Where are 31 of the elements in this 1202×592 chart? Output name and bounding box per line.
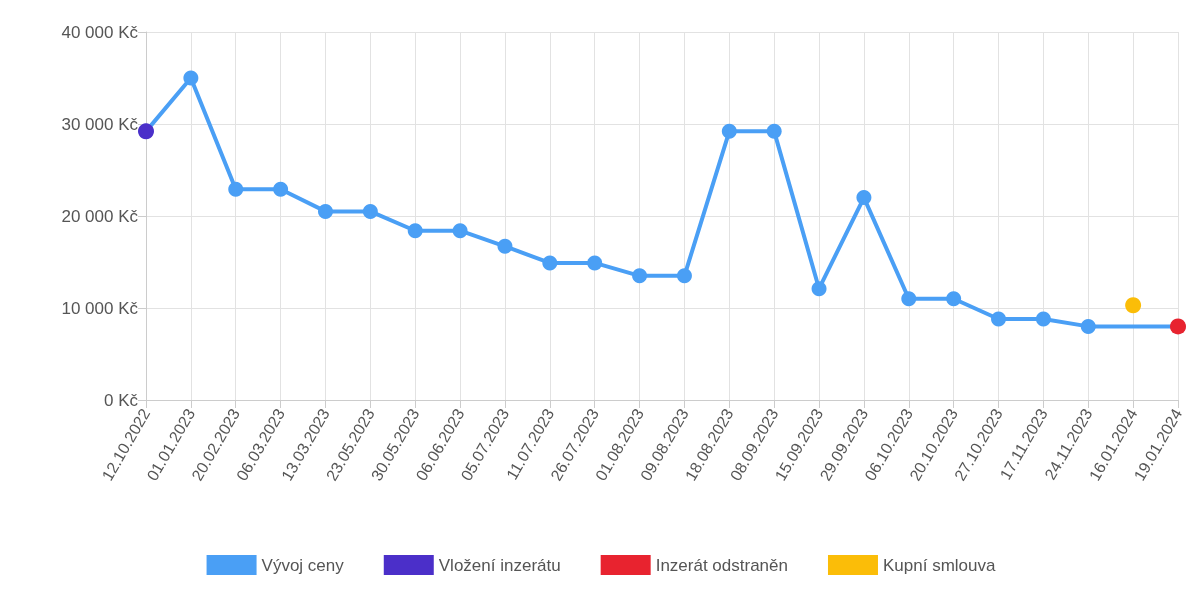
point bbox=[856, 190, 872, 206]
point bbox=[497, 238, 513, 254]
legend-label: Vložení inzerátu bbox=[438, 555, 561, 575]
point bbox=[766, 123, 782, 139]
point bbox=[811, 281, 827, 297]
point bbox=[228, 181, 244, 197]
point bbox=[317, 203, 333, 219]
y-tick-label: 20 000 Kč bbox=[61, 206, 139, 226]
y-tick-label: 30 000 Kč bbox=[61, 114, 139, 134]
point bbox=[946, 291, 962, 307]
legend-label: Inzerát odstraněn bbox=[655, 555, 788, 575]
legend-label: Kupní smlouva bbox=[882, 555, 996, 575]
legend-label: Vývoj ceny bbox=[261, 555, 345, 575]
point bbox=[452, 223, 468, 239]
point bbox=[721, 123, 737, 139]
point bbox=[273, 181, 289, 197]
point bbox=[901, 291, 917, 307]
y-tick-label: 10 000 Kč bbox=[61, 298, 139, 318]
point bbox=[1080, 318, 1096, 334]
point bbox=[587, 255, 603, 271]
y-tick-label: 0 Kč bbox=[103, 390, 139, 410]
point bbox=[1125, 297, 1142, 314]
point bbox=[407, 223, 423, 239]
point bbox=[362, 203, 378, 219]
point bbox=[542, 255, 558, 271]
point bbox=[991, 311, 1007, 327]
y-tick-label: 40 000 Kč bbox=[61, 22, 139, 42]
point bbox=[1035, 311, 1051, 327]
point bbox=[632, 268, 648, 284]
point bbox=[183, 70, 199, 86]
point bbox=[676, 268, 692, 284]
